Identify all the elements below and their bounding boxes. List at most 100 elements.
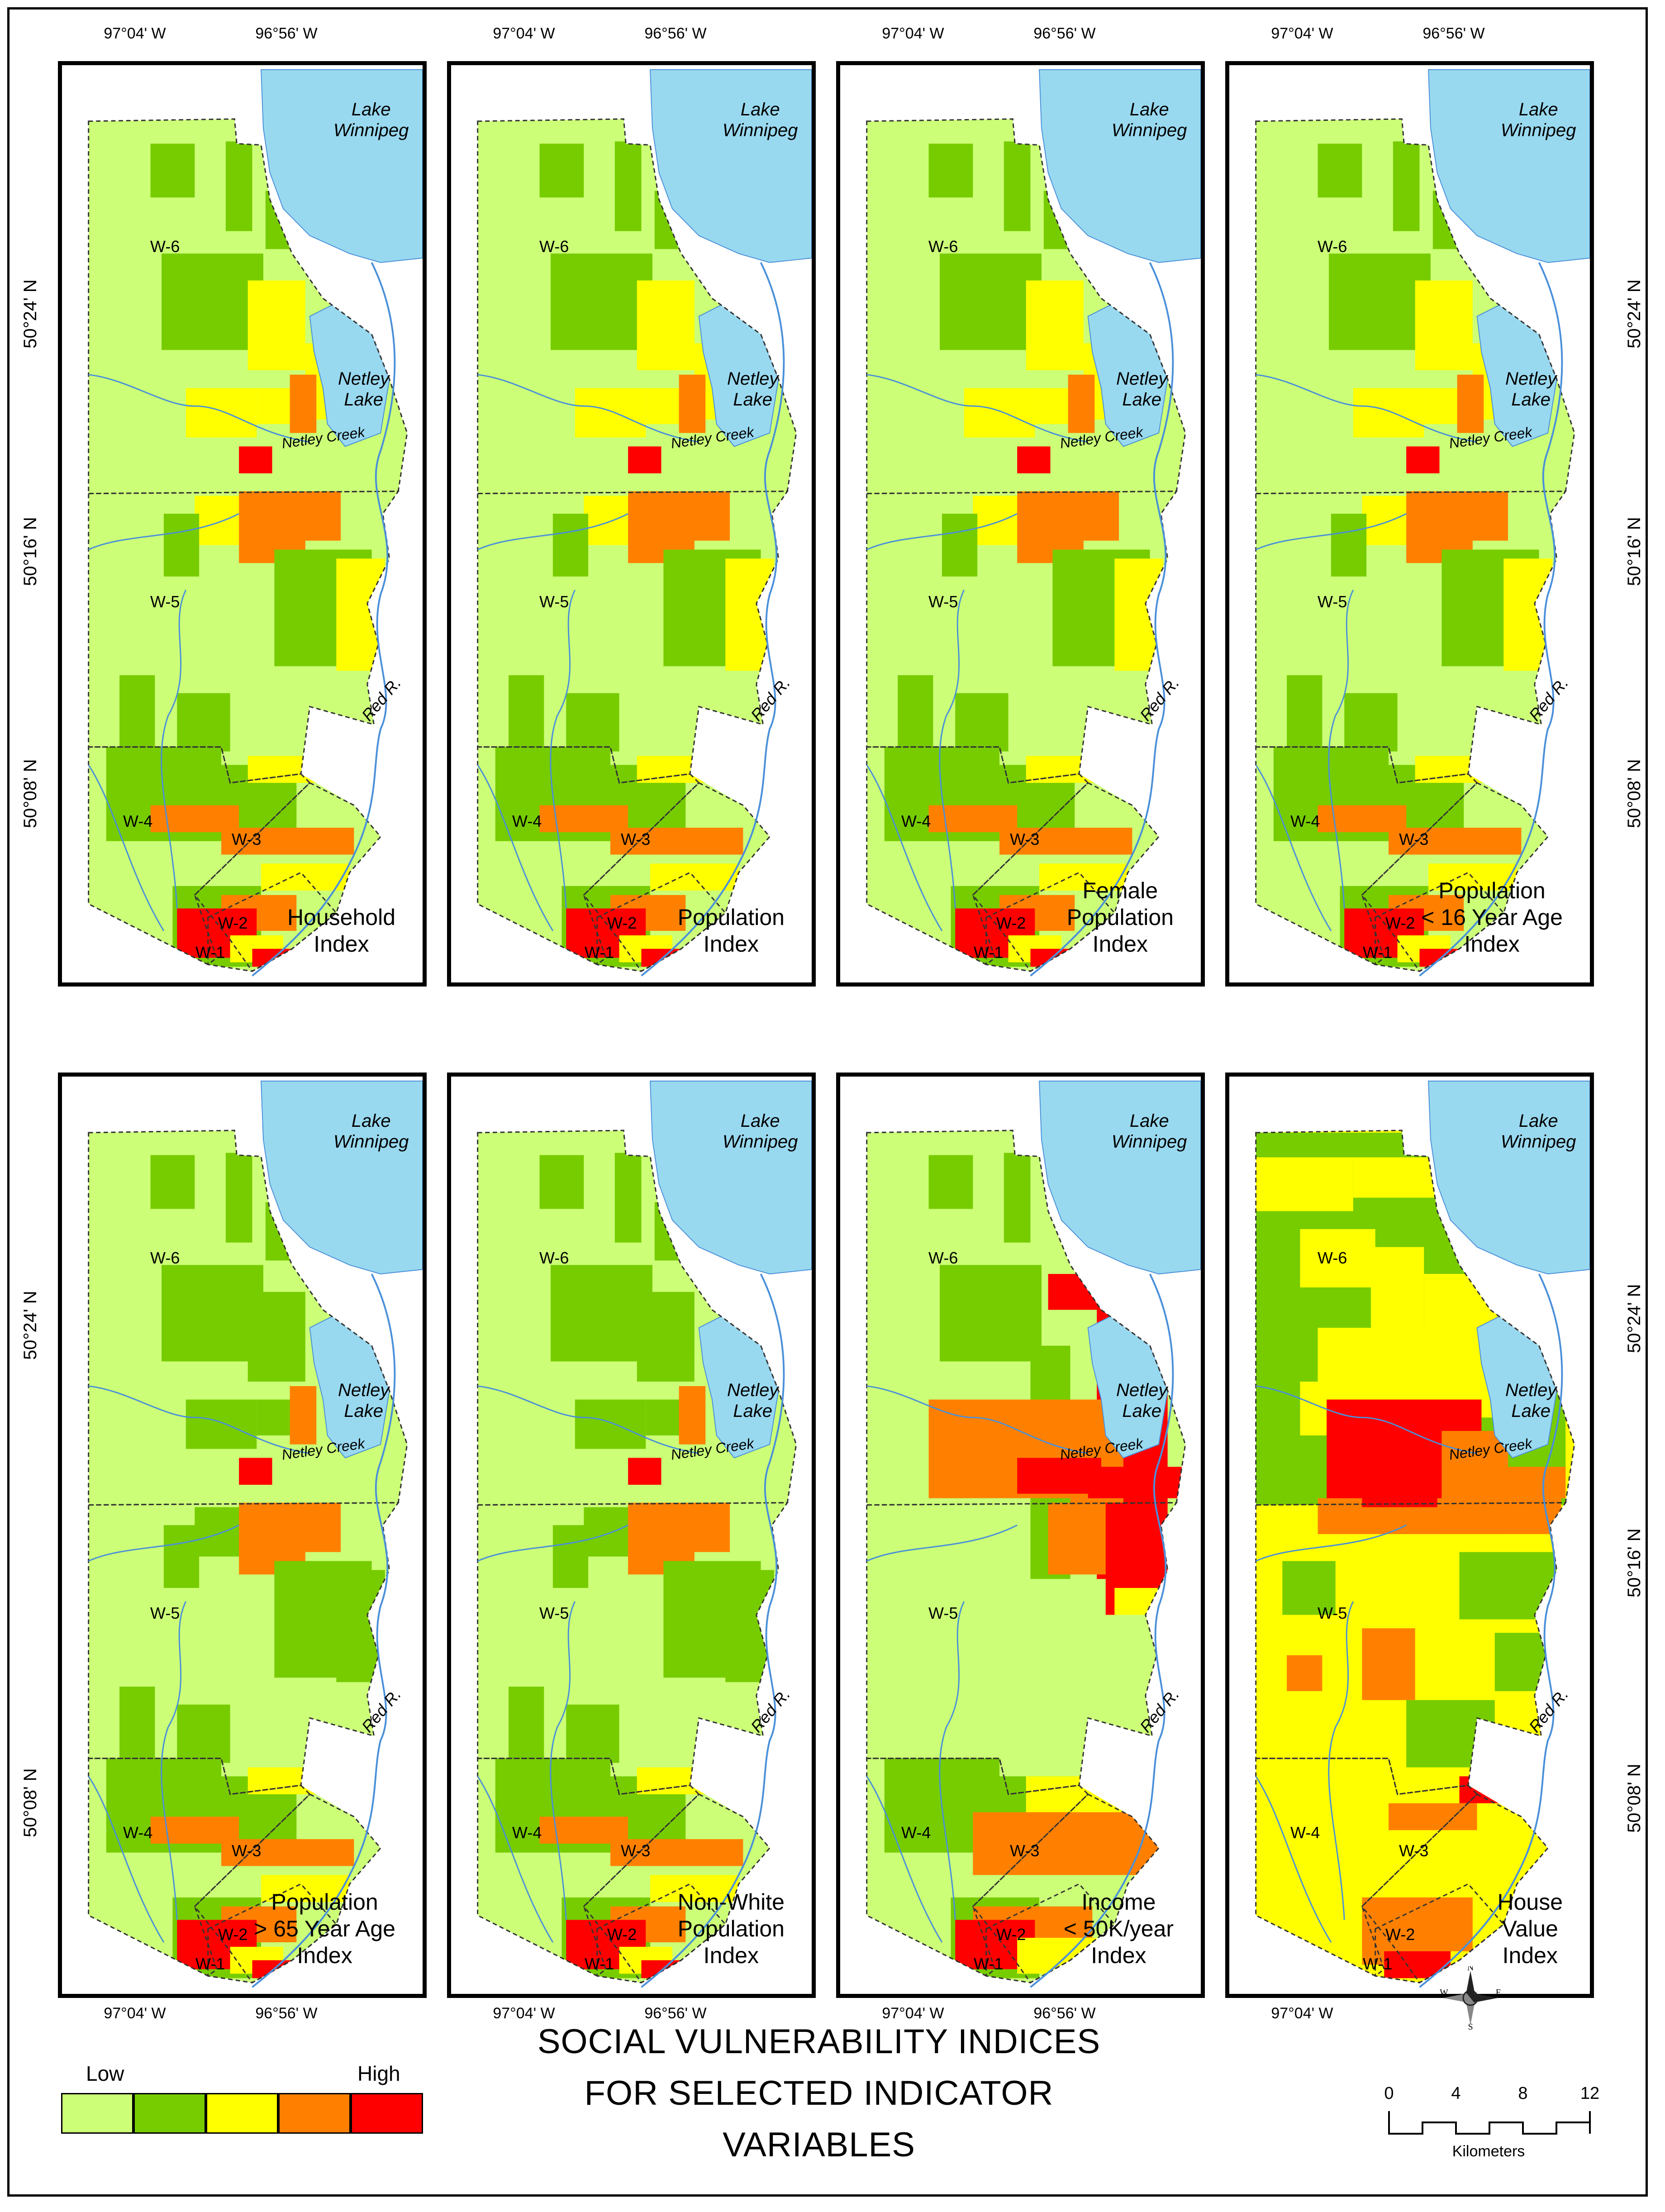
- netley-lake-label: Netley Lake: [338, 1380, 390, 1421]
- map-panel-8: Lake Winnipeg Netley Lake Netley Creek Red …: [1225, 1073, 1594, 1998]
- stream-lines: [1255, 513, 1407, 931]
- vulnerability-block: [1415, 280, 1473, 371]
- vulnerability-block: [1353, 388, 1424, 438]
- ward-label-w-2: W-2: [607, 914, 637, 932]
- vulnerability-block: [1362, 1444, 1437, 1507]
- ward-label-w-2: W-2: [218, 1925, 248, 1944]
- south-letter: S: [1468, 2022, 1473, 2030]
- ward-label-w-4: W-4: [1290, 1823, 1320, 1842]
- ward-label-w-6: W-6: [150, 237, 180, 256]
- lat-tick-left-mid: 50°16' N: [20, 517, 40, 586]
- north-arrow-icon: N S E W: [1440, 1966, 1501, 2030]
- vulnerability-block: [1004, 1153, 1031, 1243]
- lon-tick-top-right: 96°56' W: [1422, 25, 1485, 42]
- vulnerability-block: [225, 1153, 252, 1243]
- vulnerability-block: [221, 828, 354, 855]
- ward-boundary: [866, 1758, 1089, 1977]
- lon-tick-bottom-left: 97°04' W: [104, 2005, 166, 2022]
- map-panel-4-graphic: [1255, 69, 1590, 977]
- vulnerability-block: [1331, 514, 1367, 577]
- vulnerability-block: [247, 280, 305, 371]
- netley-lake-label: Netley Lake: [1505, 369, 1557, 410]
- vulnerability-block: [637, 280, 695, 371]
- vulnerability-block: [1468, 491, 1508, 541]
- vulnerability-block: [247, 1292, 305, 1382]
- ward-label-w-3: W-3: [621, 830, 651, 849]
- lake-winnipeg-water: [261, 1080, 423, 1275]
- lake-winnipeg-water: [1428, 69, 1590, 263]
- lat-tick-left-top: 50°24' N: [20, 279, 40, 348]
- ward-boundary: [985, 1883, 1116, 1983]
- vulnerability-block: [163, 1525, 200, 1588]
- ward-label-w-5: W-5: [928, 592, 958, 611]
- north-letter: N: [1467, 1966, 1474, 1973]
- vulnerability-block: [509, 1687, 544, 1763]
- vulnerability-block: [928, 1155, 973, 1209]
- index-label: Population Index: [677, 905, 785, 957]
- vulnerability-block: [539, 1155, 584, 1209]
- ward-label-w-2: W-2: [996, 914, 1026, 932]
- ward-label-w-5: W-5: [539, 592, 569, 611]
- ward-label-w-2: W-2: [996, 1925, 1026, 1944]
- figure-frame: [7, 7, 1648, 2197]
- vulnerability-block: [552, 1525, 589, 1588]
- stream-lines: [477, 513, 628, 931]
- lake-winnipeg-water: [1039, 69, 1201, 263]
- ward-label-w-4: W-4: [512, 812, 542, 830]
- vulnerability-block: [509, 675, 544, 752]
- ward-label-w-2: W-2: [607, 1925, 637, 1944]
- lake-winnipeg-label: Lake Winnipeg: [723, 1111, 798, 1152]
- ward-label-w-5: W-5: [539, 1604, 569, 1622]
- vulnerability-block: [551, 253, 652, 350]
- netley-lake-label: Netley Lake: [1116, 369, 1168, 410]
- scale-tick-0: 0: [1384, 2084, 1394, 2103]
- lon-tick-bottom-right: 96°56' W: [255, 2005, 318, 2022]
- vulnerability-block: [1406, 446, 1440, 473]
- vulnerability-block: [225, 141, 252, 231]
- vulnerability-block: [162, 253, 263, 350]
- ward-label-w-5: W-5: [150, 592, 180, 611]
- netley-lake-label: Netley Lake: [727, 1380, 779, 1421]
- lon-tick-top-left: 97°04' W: [882, 25, 944, 42]
- vulnerability-block: [955, 693, 1009, 752]
- vulnerability-block: [1026, 1776, 1159, 1812]
- vulnerability-block: [239, 1458, 272, 1485]
- vulnerability-block: [679, 1386, 706, 1444]
- stream-lines: [477, 1524, 628, 1943]
- lake-winnipeg-label: Lake Winnipeg: [1501, 1111, 1576, 1152]
- ward-boundary: [1255, 1758, 1478, 1977]
- vulnerability-block: [1287, 1655, 1322, 1691]
- ward-label-w-3: W-3: [1010, 1841, 1040, 1860]
- index-label: Non-White Population Index: [677, 1889, 785, 1968]
- vulnerability-block: [163, 514, 200, 577]
- vulnerability-block: [290, 374, 317, 433]
- vulnerability-block: [1088, 1467, 1185, 1498]
- netley-lake-label: Netley Lake: [1116, 1380, 1168, 1421]
- map-panel-5: Lake Winnipeg Netley Lake Netley Creek Red …: [58, 1073, 427, 1998]
- vulnerability-block: [928, 143, 973, 198]
- map-panel-3: Lake Winnipeg Netley Lake Netley Creek Red …: [836, 61, 1205, 987]
- index-label: Household Index: [287, 905, 395, 957]
- ward-label-w-6: W-6: [539, 237, 569, 256]
- legend-class-5: [351, 2093, 423, 2134]
- index-label: Female Population Index: [1066, 878, 1174, 957]
- map-panel-2-graphic: [477, 69, 812, 977]
- ward-label-w-1: W-1: [974, 943, 1004, 962]
- netley-creek-line: [866, 1385, 1088, 1454]
- lake-winnipeg-label: Lake Winnipeg: [1112, 100, 1187, 140]
- vulnerability-block: [177, 693, 230, 752]
- lon-tick-bottom-right: 96°56' W: [1033, 2005, 1096, 2022]
- index-label: Income < 50K/year Index: [1063, 1889, 1174, 1968]
- lat-tick-right-bottom: 50°08' N: [1624, 759, 1644, 828]
- vulnerability-block: [940, 1265, 1042, 1362]
- netley-creek-line: [1256, 374, 1477, 443]
- ward-label-w-4: W-4: [901, 812, 931, 830]
- legend-high-label: High: [357, 2062, 400, 2085]
- ward-label-w-6: W-6: [928, 1249, 958, 1267]
- ward-boundary: [207, 1883, 338, 1983]
- map-panel-7: Lake Winnipeg Netley Lake Netley Creek Red …: [836, 1073, 1205, 1998]
- ward-label-w-5: W-5: [928, 1604, 958, 1622]
- ward-label-w-1: W-1: [585, 943, 614, 962]
- ward-label-w-4: W-4: [901, 1823, 931, 1842]
- red-river-line: [641, 262, 785, 977]
